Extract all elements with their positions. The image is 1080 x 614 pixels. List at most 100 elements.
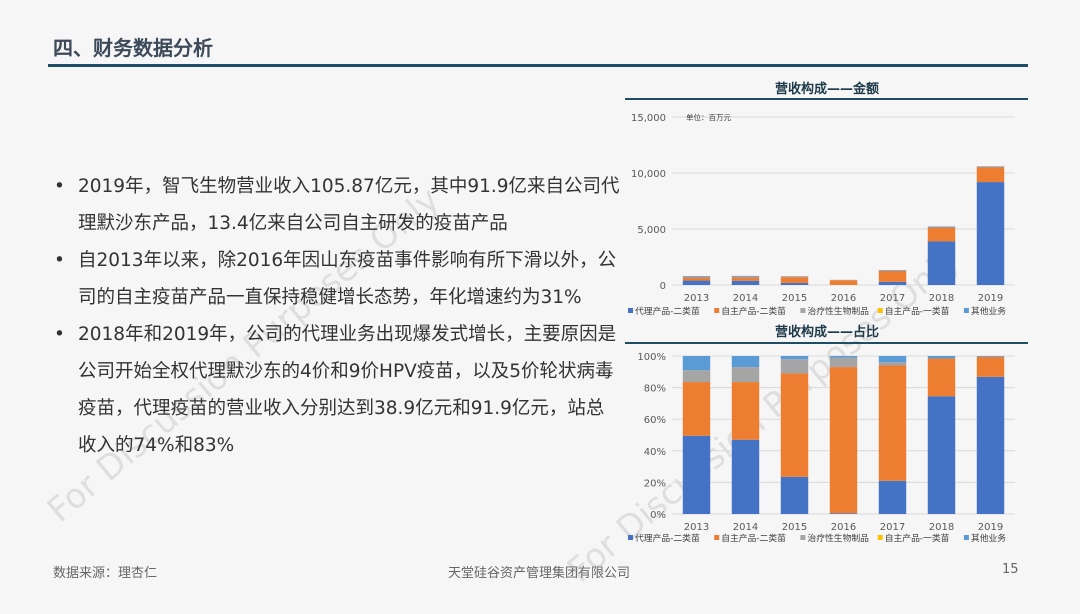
revenue-share-chart: 营收构成——占比 0% 20% 40% 60% 80% 100% 2013 2014 2015 20…	[625, 324, 1028, 544]
bar-segment	[731, 382, 760, 440]
bar-segment	[829, 357, 858, 368]
bar-segment	[780, 356, 809, 360]
bar-segment	[682, 382, 711, 436]
y-tick-label: 40%	[644, 447, 666, 458]
legend-swatch	[963, 535, 969, 540]
y-tick-label: 20%	[644, 478, 666, 489]
x-tick-label: 2019	[978, 522, 1003, 533]
x-tick-label: 2016	[831, 293, 856, 304]
legend-label: 自主产品-二类苗	[721, 532, 786, 544]
bar-segment	[731, 275, 760, 277]
bar-segment	[731, 356, 760, 368]
bar-segment	[731, 277, 760, 281]
y-tick-label: 60%	[644, 415, 666, 426]
bar-segment	[731, 439, 760, 514]
bar-segment	[682, 370, 711, 383]
legend-swatch	[714, 308, 720, 313]
bar-segment	[878, 362, 907, 366]
bar-segment	[976, 166, 1005, 168]
bullet-item: 自2013年以来，除2016年因山东疫苗事件影响有所下滑以外，公司的自主疫苗产品…	[52, 242, 622, 316]
bar-segment	[829, 513, 858, 514]
bar-segment	[829, 280, 858, 285]
bullet-list: 2019年，智飞生物营业收入105.87亿元，其中91.9亿来自公司代理默沙东产…	[52, 168, 622, 464]
page-title: 四、财务数据分析	[53, 36, 213, 60]
bar-segment	[927, 227, 956, 242]
company-name: 天堂硅谷资产管理集团有限公司	[448, 566, 631, 581]
bar-segment	[976, 182, 1005, 285]
chart-title: 营收构成——金额	[775, 81, 879, 97]
y-tick-label: 10,000	[631, 169, 666, 180]
bar-segment	[780, 476, 809, 514]
legend-swatch	[963, 308, 969, 313]
bullet-item: 2018年和2019年，公司的代理业务出现爆发式增长，主要原因是公司开始全权代理…	[52, 316, 622, 464]
legend-swatch	[714, 535, 720, 540]
bar-segment	[927, 358, 956, 397]
legend-label: 自主产品-二类苗	[721, 305, 786, 317]
x-tick-label: 2016	[831, 522, 856, 533]
legend-swatch	[628, 535, 633, 540]
y-tick-label: 0	[660, 281, 666, 292]
bar-segment	[682, 276, 711, 278]
bar-segment	[731, 280, 760, 285]
y-tick-label: 15,000	[631, 113, 666, 124]
legend-label: 治疗性生物制品	[807, 532, 869, 544]
x-tick-label: 2015	[782, 293, 807, 304]
bar-segment	[682, 280, 711, 285]
legend-label: 代理产品-二类苗	[635, 532, 700, 544]
bar-segment	[682, 435, 711, 514]
x-tick-label: 2018	[929, 522, 954, 533]
bar-segment	[878, 281, 907, 285]
bullet-item: 2019年，智飞生物营业收入105.87亿元，其中91.9亿来自公司代理默沙东产…	[52, 168, 622, 242]
y-tick-label: 100%	[637, 352, 666, 363]
unit-note: 单位：百万元	[686, 112, 731, 122]
x-tick-label: 2014	[733, 293, 758, 304]
bar-segment	[682, 356, 711, 371]
bar-segment	[780, 373, 809, 477]
bar-segment	[780, 359, 809, 374]
revenue-amount-chart: 营收构成——金额 0 5,000 10,000 15,000 单位：百万元 2013 2014…	[625, 81, 1028, 317]
data-source: 数据来源：理杏仁	[53, 566, 158, 581]
bar-segment	[927, 241, 956, 285]
y-tick-label: 80%	[644, 384, 666, 395]
legend-swatch	[800, 535, 806, 540]
bar-segment	[682, 277, 711, 281]
bar-segment	[780, 276, 809, 278]
y-tick-label: 0%	[650, 510, 666, 521]
legend-swatch	[877, 308, 883, 313]
bar-segment	[682, 276, 711, 277]
legend-label: 自主产品-一类苗	[885, 532, 950, 544]
bar-segment	[927, 396, 956, 514]
bar-segment	[878, 356, 907, 363]
y-tick-label: 5,000	[637, 225, 666, 236]
legend-swatch	[877, 535, 883, 540]
bar-segment	[829, 356, 858, 358]
bar-segment	[780, 282, 809, 285]
bar-segment	[878, 365, 907, 481]
title-divider	[48, 64, 1028, 67]
bar-segment	[780, 277, 809, 283]
legend-label: 自主产品-一类苗	[885, 305, 950, 317]
bar-segment	[927, 226, 956, 228]
legend-swatch	[800, 308, 806, 313]
page-number: 15	[1002, 562, 1019, 577]
bar-segment	[731, 367, 760, 383]
legend-label: 治疗性生物制品	[807, 305, 869, 317]
bar-segment	[878, 270, 907, 282]
bar-segment	[878, 480, 907, 514]
bar-segment	[976, 356, 1005, 357]
legend-label: 其他业务	[971, 305, 1006, 317]
x-tick-label: 2018	[929, 293, 954, 304]
chart-title-rule	[625, 98, 1028, 100]
bar-segment	[829, 367, 858, 514]
bar-segment	[731, 276, 760, 278]
bar-segment	[976, 376, 1005, 514]
bar-segment	[878, 269, 907, 271]
bar-segment	[927, 356, 956, 359]
x-tick-label: 2013	[684, 522, 709, 533]
x-tick-label: 2017	[880, 293, 905, 304]
chart-title: 营收构成——占比	[775, 324, 879, 340]
x-tick-label: 2013	[684, 293, 709, 304]
x-tick-label: 2015	[782, 522, 807, 533]
bar-segment	[976, 167, 1005, 183]
x-tick-label: 2017	[880, 522, 905, 533]
